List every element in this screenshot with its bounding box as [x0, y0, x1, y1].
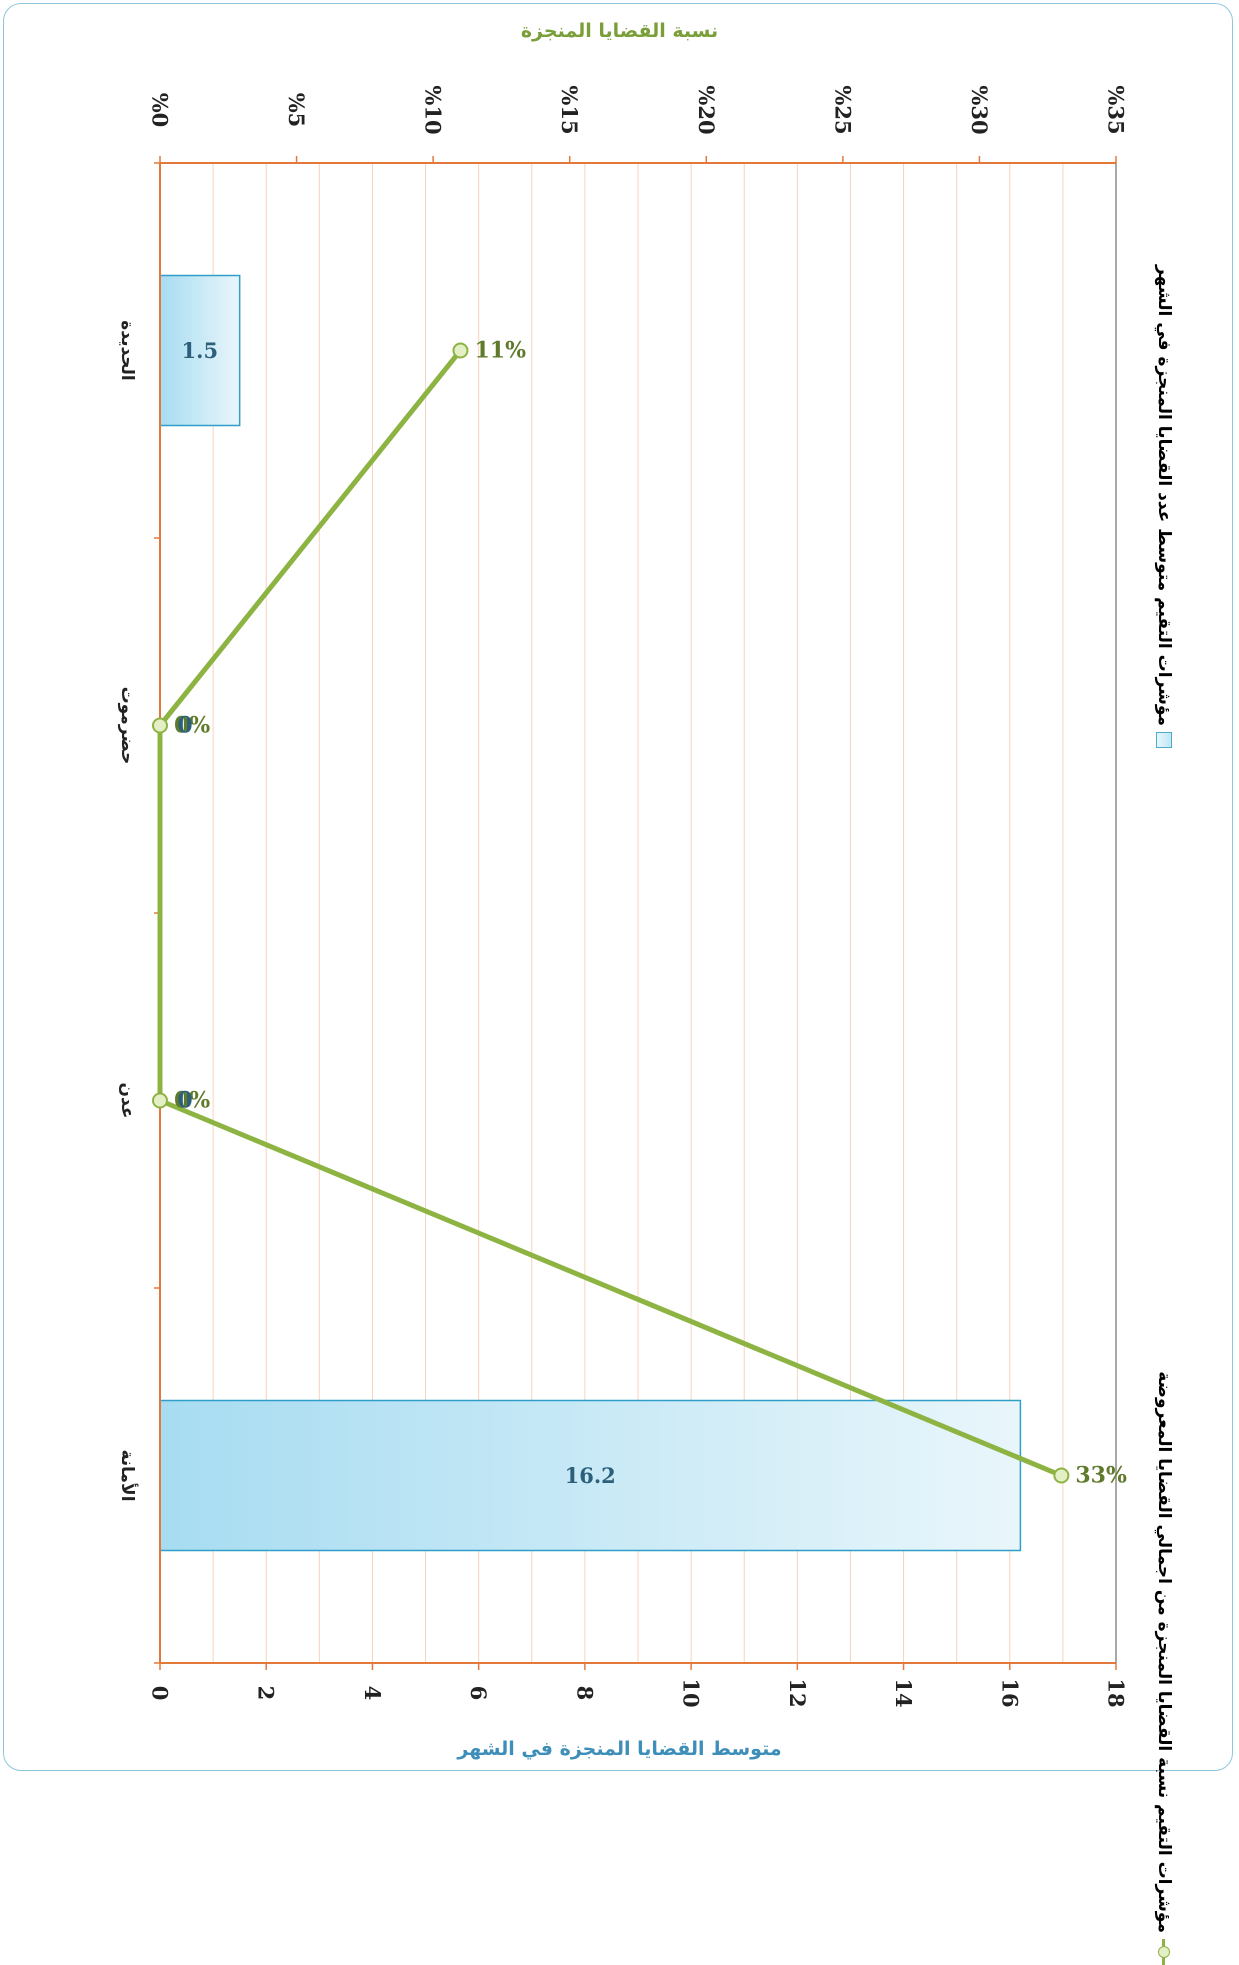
bar-zero-label: 0 [177, 713, 192, 739]
percent-axis-title: نسبة القضايا المنجزة [520, 20, 719, 42]
bar-data-label: 16.2 [565, 1463, 616, 1488]
bar [159, 1399, 1022, 1552]
category-label: الحديدة [117, 320, 137, 381]
line-data-label: 33% [1075, 1463, 1127, 1489]
line-data-label: 0% [174, 713, 210, 739]
bar-data-label: 1.5 [182, 338, 219, 363]
chart-canvas: 16.21.5 33%0%00%011% 0 2 4 6 8 10 12 14 16 18%0 %5… [117, 85, 1129, 1707]
bar [159, 274, 241, 427]
value-axis-tick-label: 4 [360, 1686, 385, 1701]
line-path [157, 348, 1063, 1478]
value-axis-title: متوسط القضايا المنجزة في الشهر [457, 1738, 782, 1760]
category-label: الأمانة [117, 1449, 138, 1501]
line-series: 33%0%00%011% [152, 338, 1127, 1489]
line-data-label: 11% [474, 338, 526, 364]
category-label: عدن [117, 1083, 137, 1119]
bar-zero-label: 0 [177, 1088, 192, 1114]
percent-axis-tick-label: %20 [694, 85, 719, 134]
line-marker [1053, 1467, 1070, 1484]
legend-bar-swatch [1156, 732, 1172, 749]
legend-bar-label: مؤشرات التقيم متوسط عدد القضايا المنجزة … [1154, 265, 1174, 727]
value-axis-tick-label: 14 [891, 1678, 916, 1707]
value-axis-tick-label: 0 [148, 1686, 173, 1701]
line-marker [152, 1092, 168, 1109]
line-marker [452, 342, 469, 359]
value-axis-tick-label: 8 [572, 1686, 597, 1701]
value-axis-tick-label: 10 [679, 1678, 704, 1707]
legend-line-label: مؤشرات التقيم نسبة القضايا المنجزة من اج… [1154, 1371, 1174, 1933]
bar-series: 16.2 1.5 [159, 274, 1022, 1552]
line-data-label: 0% [174, 1088, 210, 1114]
legend-line-marker [1157, 1939, 1171, 1965]
legend-item-line: مؤشرات التقيم نسبة القضايا المنجزة من اج… [1154, 1371, 1174, 1965]
value-axis-tick-label: 16 [997, 1678, 1022, 1707]
percent-axis-tick-label: %30 [967, 85, 992, 134]
value-axis-tick-label: 18 [1104, 1678, 1129, 1707]
percent-axis-tick-label: %25 [830, 85, 855, 134]
category-label: حضرموت [117, 687, 137, 765]
tick-labels: 0 2 4 6 8 10 12 14 16 18 %0 %5 %10 %15 %20 %25 %30 %35 الأ… [117, 85, 1129, 1707]
percent-axis-tick-label: %10 [421, 85, 446, 134]
value-axis-tick-label: 6 [466, 1686, 491, 1701]
value-axis-tick-label: 12 [785, 1678, 810, 1707]
line-marker [152, 717, 168, 734]
percent-axis-tick-label: %15 [557, 85, 582, 134]
percent-axis-tick-label: %5 [284, 93, 309, 128]
legend: مؤشرات التقيم متوسط عدد القضايا المنجزة … [1144, 265, 1184, 1965]
percent-axis-tick-label: %35 [1104, 85, 1129, 134]
percent-axis-tick-label: %0 [148, 93, 173, 128]
value-axis-tick-label: 2 [254, 1686, 279, 1701]
legend-item-bars: مؤشرات التقيم متوسط عدد القضايا المنجزة … [1154, 265, 1174, 749]
